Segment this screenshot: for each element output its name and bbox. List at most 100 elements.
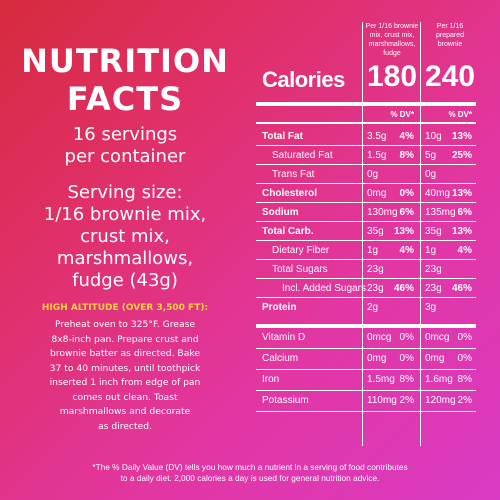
amount-mix: 23g <box>367 283 384 294</box>
dv-mix: 4% <box>399 131 414 142</box>
dv-mix: 4% <box>399 245 414 256</box>
nutrient-name: Potassium <box>262 395 309 406</box>
amount-mix: 1.5g <box>367 150 387 161</box>
dv-mix: 0% <box>399 188 414 199</box>
nutrient-name: Incl. Added Sugars <box>282 283 366 294</box>
amount-prepared: 40mg <box>425 188 451 199</box>
dv-mix: 2% <box>399 395 414 406</box>
nutrient-row: Total Carb. 35g 13% 35g 13% <box>256 222 476 241</box>
dv-prepared: 46% <box>451 283 472 294</box>
footnote-line: to a daily diet. 2,000 calories a day is… <box>120 473 380 483</box>
dv-mix: 6% <box>399 207 414 218</box>
amount-mix: 23g <box>367 264 384 275</box>
nutrient-row: Dietary Fiber 1g 4% 1g 4% <box>256 241 476 260</box>
nutrient-row: Incl. Added Sugars 23g 46% 23g 46% <box>256 279 476 298</box>
dv-mix: 0% <box>399 353 414 364</box>
nutrient-row: Vitamin D 0mcg 0% 0mcg 0% <box>256 328 476 349</box>
nutrient-name: Saturated Fat <box>272 150 333 161</box>
instruction-line: 8x8-inch pan. Prepare crust and <box>51 333 199 345</box>
nutrient-row: Sodium 130mg 6% 135mg 6% <box>256 203 476 222</box>
amount-prepared: 3g <box>425 302 437 313</box>
amount-mix: 35g <box>367 226 384 237</box>
dv-mix: 0% <box>399 332 414 343</box>
dv-prepared: 0% <box>457 353 472 364</box>
nutrient-name: Iron <box>262 374 280 385</box>
nutrient-row: Saturated Fat 1.5g 8% 5g 25% <box>256 146 476 165</box>
nutrient-name: Sodium <box>262 207 299 218</box>
thick-divider <box>256 102 476 106</box>
title-line: FACTS <box>66 80 184 118</box>
amount-mix: 0mg <box>367 353 387 364</box>
nutrition-panel: Per 1/16 brownie mix, crust mix, marshma… <box>256 22 476 446</box>
dv-mix: 8% <box>399 374 414 385</box>
dv-prepared: 13% <box>451 226 472 237</box>
servings-line: per container <box>64 146 186 167</box>
dv-prepared: 13% <box>451 131 472 142</box>
serving-size-line: marshmallows, <box>56 248 194 269</box>
amount-mix: 1.5mg <box>367 374 395 385</box>
amount-prepared: 23g <box>425 283 442 294</box>
dv-mix: 8% <box>399 150 414 161</box>
nutrient-name: Total Carb. <box>262 226 314 237</box>
instruction-line: as directed. <box>97 420 152 432</box>
calories-value-mix: 180 <box>366 60 418 93</box>
dv-prepared: 8% <box>457 374 472 385</box>
amount-mix: 2g <box>367 302 379 313</box>
column-divider <box>362 22 363 446</box>
instruction-line: marshmallows and decorate <box>59 406 191 417</box>
nutrient-row: Cholesterol 0mg 0% 40mg 13% <box>256 184 476 203</box>
serving-size: Serving size: 1/16 brownie mix, crust mi… <box>0 182 250 292</box>
amount-prepared: 5g <box>425 150 437 161</box>
amount-mix: 0mcg <box>367 332 392 343</box>
instruction-line: 37 to 40 minutes, until toothpick <box>49 362 201 374</box>
column-header-line: brownie <box>437 41 463 48</box>
dv-prepared: 25% <box>451 150 472 161</box>
column-divider <box>420 22 421 446</box>
instruction-line: comes out clean. Toast <box>72 391 178 403</box>
amount-prepared: 1.6mg <box>425 374 453 385</box>
serving-size-line: Serving size: <box>67 182 183 203</box>
amount-mix: 110mg <box>367 395 397 406</box>
nutrient-name: Calcium <box>262 353 299 364</box>
dv-header-prepared: % DV* <box>448 110 472 119</box>
amount-mix: 0mg <box>367 188 387 199</box>
amount-prepared: 10g <box>425 131 442 142</box>
amount-prepared: 135mg <box>425 207 456 218</box>
divider <box>256 122 476 124</box>
serving-size-line: 1/16 brownie mix, <box>43 204 207 225</box>
high-altitude-heading: HIGH ALTITUDE (OVER 3,500 FT): <box>41 303 209 313</box>
nutrient-name: Dietary Fiber <box>272 245 330 256</box>
amount-prepared: 1g <box>425 245 437 256</box>
nutrient-name: Cholesterol <box>262 188 318 199</box>
nutrient-name: Vitamin D <box>262 332 306 343</box>
dv-prepared: 2% <box>457 395 472 406</box>
column-header-line: mix, crust mix, <box>369 32 415 39</box>
dv-prepared: 0% <box>457 332 472 343</box>
amount-mix: 0g <box>367 169 379 180</box>
amount-prepared: 0mg <box>425 353 445 364</box>
dv-prepared: 4% <box>457 245 472 256</box>
title-line: NUTRITION <box>21 42 229 80</box>
instruction-line: brownie batter as directed. Bake <box>49 348 200 359</box>
instruction-line: inserted 1 inch from edge of pan <box>49 377 201 388</box>
servings-line: 16 servings <box>72 124 178 145</box>
calories-label: Calories <box>262 67 345 92</box>
nutrient-name: Total Fat <box>262 131 303 142</box>
servings-per-container: 16 servings per container <box>0 124 250 168</box>
nutrient-row: Trans Fat 0g 0g <box>256 165 476 184</box>
nutrient-name: Trans Fat <box>272 169 315 180</box>
serving-size-line: fudge (43g) <box>72 270 178 291</box>
nutrient-row: Calcium 0mg 0% 0mg 0% <box>256 349 476 370</box>
amount-prepared: 0mcg <box>425 332 450 343</box>
calories-value-prepared: 240 <box>424 60 476 93</box>
high-altitude-instructions: Preheat oven to 325°F. Grease 8x8-inch p… <box>26 318 224 434</box>
dv-prepared: 6% <box>457 207 472 218</box>
dv-header-mix: % DV* <box>390 110 414 119</box>
daily-value-footnote: *The % Daily Value (DV) tells you how mu… <box>40 462 460 484</box>
dv-mix: 13% <box>393 226 414 237</box>
column-header-prepared: Per 1/16 prepared brownie <box>422 22 478 49</box>
nutrition-facts-title: NUTRITION FACTS <box>0 42 250 118</box>
nutrient-row: Iron 1.5mg 8% 1.6mg 8% <box>256 370 476 391</box>
amount-mix: 130mg <box>367 207 398 218</box>
nutrient-row: Total Fat 3.5g 4% 10g 13% <box>256 127 476 146</box>
